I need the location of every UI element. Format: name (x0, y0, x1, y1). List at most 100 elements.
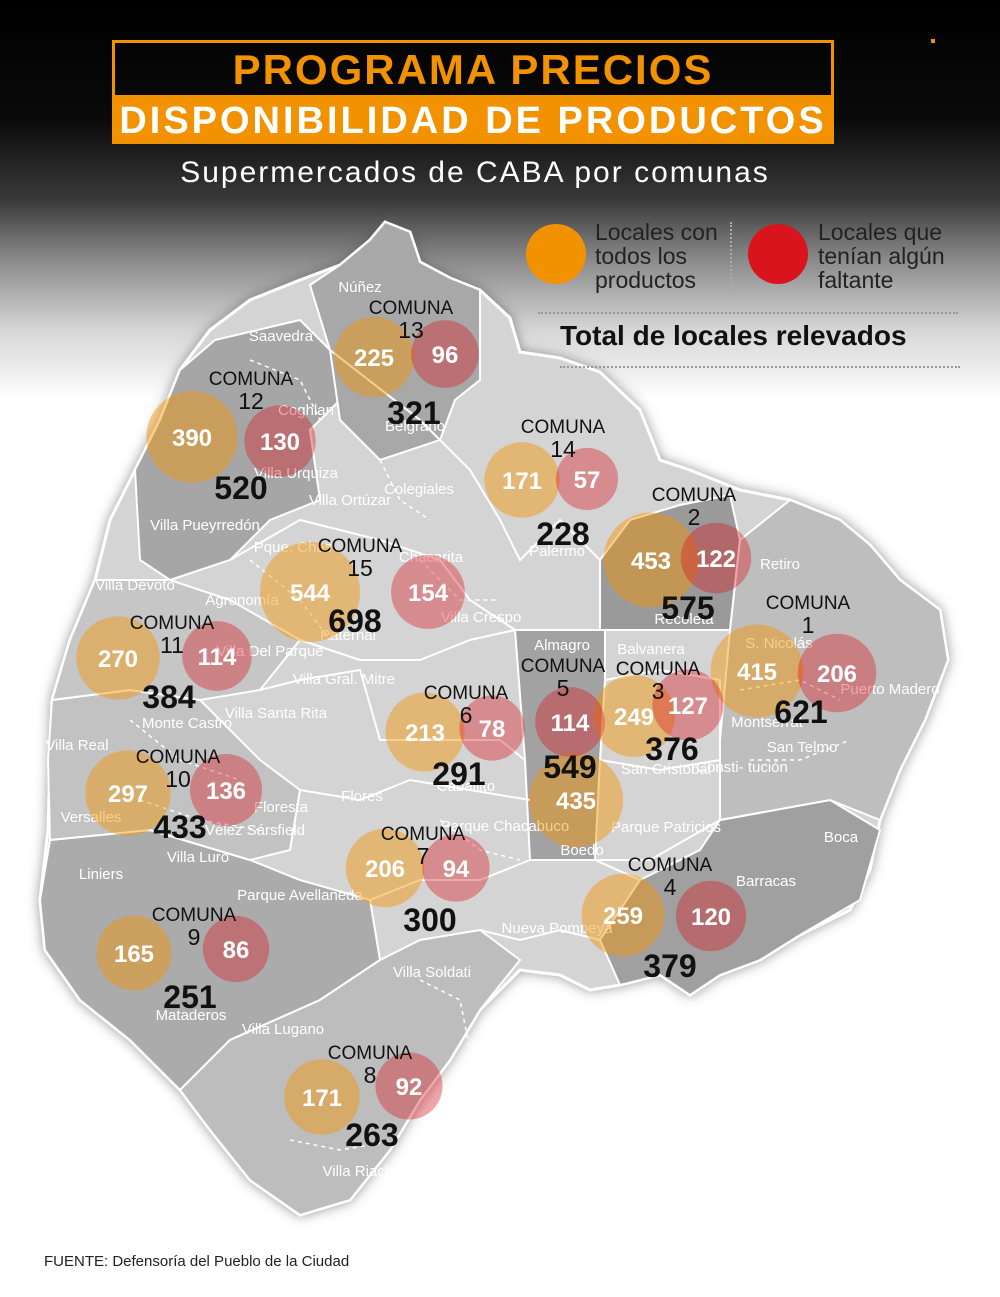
comuna-6-total-value: 291 (432, 756, 485, 792)
hood-label-villa-soldati: Villa Soldati (393, 964, 471, 981)
hood-label-parque-avellaneda: Parque Avellaneda (237, 887, 363, 904)
comuna-11-number: 11 (160, 632, 184, 658)
legend-missing-label: Locales que tenían algún faltante (818, 219, 945, 293)
comuna-9-label: COMUNA (152, 905, 237, 926)
hood-label-boca: Boca (824, 829, 859, 846)
comuna-8-number: 8 (364, 1062, 377, 1088)
comuna-9-number: 9 (188, 924, 201, 950)
comuna-11-total-value: 384 (142, 679, 196, 715)
title-band (112, 98, 834, 144)
hood-label-saavedra: Saavedra (249, 328, 314, 345)
hood-label-villa-riachuelo: Villa Riachuelo (323, 1163, 422, 1180)
comuna-5-total-value: 549 (543, 749, 596, 785)
comuna-12-label: COMUNA (209, 369, 294, 390)
hood-label-floresta: Floresta (254, 799, 309, 816)
comuna-9-all-products-bubble (96, 915, 172, 991)
comuna-11-missing-bubble (182, 621, 252, 691)
comuna-5-label: COMUNA (521, 656, 606, 677)
region-comuna-12 (133, 318, 342, 582)
comuna-12-number: 12 (238, 388, 264, 414)
hood-label-montserrat: Montserrat (731, 714, 804, 731)
region-comuna-5 (513, 629, 606, 861)
comuna-3-missing-bubble (652, 669, 724, 741)
comuna-8-missing-bubble (375, 1052, 443, 1120)
hood-label-puerto-madero: Puerto Madero (840, 681, 939, 698)
comuna-12-missing-value: 130 (260, 429, 300, 456)
comuna-10-all-products-bubble (85, 750, 171, 836)
comuna-5-missing-value: 114 (551, 710, 590, 737)
comuna-5-all-products-bubble (528, 752, 624, 848)
comuna-6-missing-value: 78 (479, 716, 506, 743)
comuna-7-missing-bubble (422, 834, 490, 902)
comuna-6-all-products-bubble (385, 692, 465, 772)
comuna-1-missing-bubble (797, 633, 877, 713)
hood-label-villa-del-parque: Villa Del Parque (216, 643, 323, 660)
hood-label-san-telmo: San Telmo (767, 739, 838, 756)
comuna-10-number: 10 (165, 766, 191, 792)
hood-label-caballito: Caballito (437, 778, 495, 795)
comuna-7-total-value: 300 (403, 902, 456, 938)
comuna-2-number: 2 (688, 504, 701, 530)
comuna-13-missing-bubble (411, 320, 479, 388)
comuna-7-label: COMUNA (381, 824, 466, 845)
comuna-12-total-value: 520 (214, 470, 267, 506)
hood-label-agronomia: Agronomía (205, 592, 279, 609)
hood-label-parque-chacabuco: Parque Chacabuco (441, 818, 569, 835)
comuna-13-total-value: 321 (387, 395, 440, 431)
comuna-9-missing-bubble (202, 915, 270, 983)
hood-label-almagro: Almagro (534, 637, 590, 654)
comuna-6-number: 6 (460, 702, 473, 728)
comuna-11-all-products-bubble (76, 616, 160, 700)
hood-label-villa-crespo: Villa Crespo (441, 609, 522, 626)
hood-label-villa-urquiza: Villa Urquiza (254, 465, 339, 482)
comuna-5-all-products-value: 435 (556, 788, 596, 815)
comuna-6-missing-bubble (459, 695, 525, 761)
comuna-5-number: 5 (557, 675, 570, 701)
hood-label-parque-patricios: Parque Patricios (611, 819, 721, 836)
hood-label-flores: Flores (341, 788, 383, 805)
hood-label-belgrano: Belgrano (385, 418, 445, 435)
comuna-4-total-value: 379 (643, 948, 696, 984)
region-comuna-13 (308, 220, 481, 462)
hood-label-retiro: Retiro (760, 556, 800, 573)
comuna-boundaries (229, 349, 721, 942)
hood-label-mataderos: Mataderos (156, 1007, 227, 1024)
neighborhood-labels: Núñez Saavedra Coghlan Villa Urquiza Bel… (45, 279, 939, 1180)
comuna-2-total-value: 575 (661, 590, 714, 626)
comuna-15-missing-value: 154 (408, 580, 449, 607)
hood-label-coghlan: Coghlan (278, 402, 334, 419)
hood-label-versalles: Versalles (61, 809, 122, 826)
comuna-4-missing-value: 120 (691, 904, 731, 931)
comuna-10-missing-bubble (190, 754, 262, 826)
comuna-4-all-products-value: 259 (603, 903, 643, 930)
hood-label-palermo: Palermo (529, 543, 585, 560)
hood-label-pque-chas: Pque. Chas (254, 539, 332, 556)
comuna-11-missing-value: 114 (198, 644, 237, 671)
hood-label-nueva-pompeya: Nueva Pompeya (502, 920, 614, 937)
hood-label-recoleta: Recoleta (654, 611, 714, 628)
comuna-3-number: 3 (652, 678, 665, 704)
comuna-7-number: 7 (417, 843, 430, 869)
comuna-9-all-products-value: 165 (114, 941, 154, 968)
legend-missing-circle (748, 224, 808, 284)
comuna-2-all-products-value: 453 (631, 548, 671, 575)
comuna-15-label: COMUNA (318, 536, 403, 557)
hood-label-velez-sarsfield: Vélez Sársfield (205, 822, 305, 839)
accent-dot (931, 39, 935, 43)
hood-label-colegiales: Colegiales (384, 481, 454, 498)
source-note: FUENTE: Defensoría del Pueblo de la Ciud… (44, 1253, 350, 1270)
comuna-15-number: 15 (347, 555, 373, 581)
hood-label-balvanera: Balvanera (617, 641, 685, 658)
comuna-4-all-products-bubble (581, 873, 665, 957)
comuna-8-all-products-value: 171 (302, 1085, 342, 1112)
hood-label-villa-gral-mitre: Villa Gral. Mitre (293, 671, 395, 688)
comuna-12-missing-bubble (244, 405, 316, 477)
hood-label-villa-ortuzar: Villa Ortúzar (309, 492, 391, 509)
comuna-1-label: COMUNA (766, 593, 851, 614)
comuna-1-number: 1 (802, 612, 815, 638)
comuna-14-number: 14 (550, 436, 576, 462)
comuna-7-all-products-value: 206 (365, 856, 405, 883)
comuna-14-missing-bubble (555, 447, 619, 511)
